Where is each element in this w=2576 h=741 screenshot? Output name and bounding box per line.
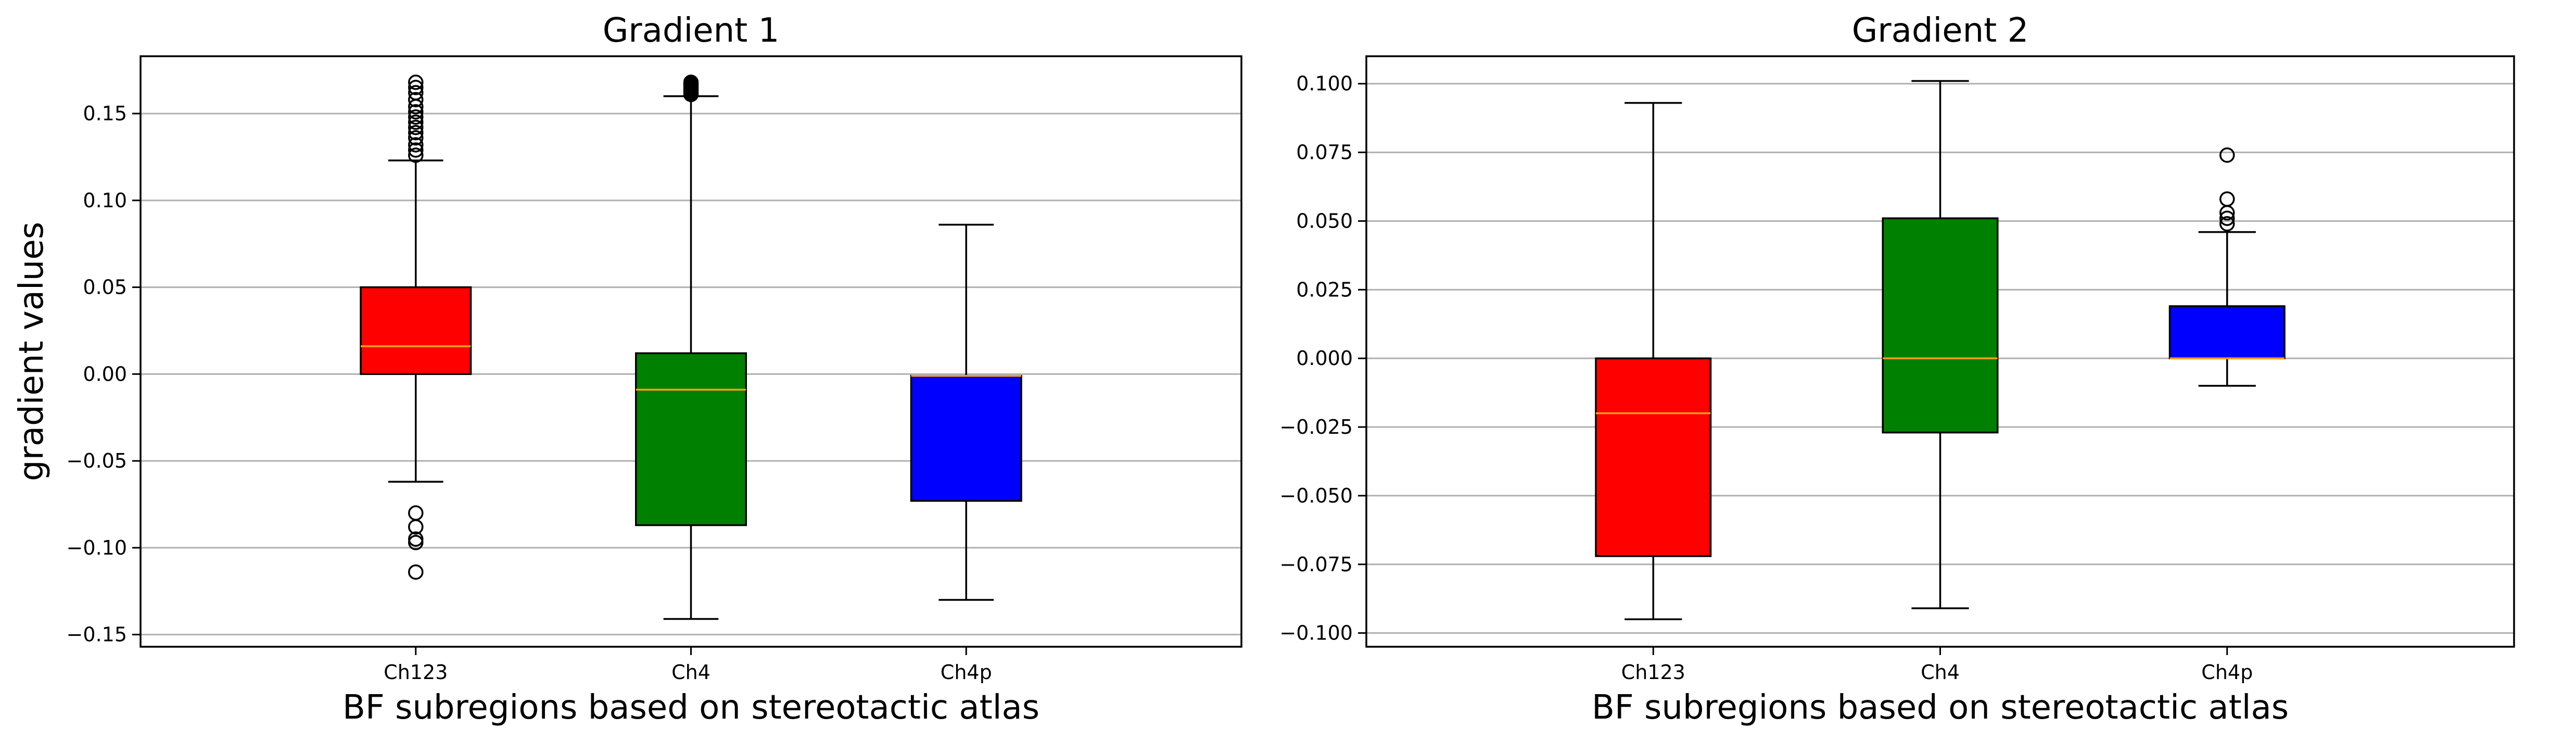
- outlier-point: [408, 80, 424, 95]
- outlier-point: [408, 109, 424, 125]
- outlier-point: [408, 114, 424, 130]
- x-axis-label: BF subregions based on stereotactic atla…: [1592, 688, 2289, 727]
- outlier-point: [408, 535, 424, 550]
- outlier-point: [2219, 191, 2235, 207]
- box-body: [635, 352, 747, 526]
- box-ch4p: [910, 223, 1022, 601]
- outlier-point: [408, 142, 424, 158]
- outlier-point: [408, 92, 424, 108]
- y-tick-label: −0.05: [67, 449, 127, 472]
- box-body: [1882, 217, 1999, 434]
- y-tick-label: 0.15: [83, 102, 127, 125]
- box-body: [2168, 305, 2286, 359]
- y-tick-label: 0.050: [1296, 209, 1353, 232]
- box-body: [910, 374, 1022, 502]
- x-tick-label: Ch123: [1621, 661, 1685, 684]
- y-tick-label: −0.025: [1279, 416, 1353, 438]
- outlier-point: [408, 130, 424, 146]
- y-tick-label: 0.075: [1296, 141, 1353, 164]
- y-axis-label: gradient values: [12, 222, 51, 481]
- box-ch123: [1595, 102, 1712, 621]
- outlier-point: [408, 505, 424, 521]
- gradient-2-panel: −0.100 −0.075 −0.050 −0.025 0.000 0.025 0.050 0…: [1279, 11, 2515, 727]
- x-tick-label: Ch123: [384, 661, 448, 684]
- y-tick-label: −0.050: [1279, 484, 1353, 507]
- axes-frame: [139, 55, 1242, 648]
- chart-title: Gradient 2: [1852, 11, 2029, 50]
- outlier-point: [408, 85, 424, 101]
- box-body: [1595, 357, 1712, 557]
- y-tick-label: 0.00: [83, 362, 127, 385]
- y-tick-label: −0.15: [67, 623, 127, 646]
- outlier-point: [408, 104, 424, 120]
- x-tick-label: Ch4p: [941, 661, 992, 684]
- outlier-point: [408, 564, 424, 580]
- y-tick-label: 0.000: [1296, 347, 1353, 370]
- axes-frame: [1365, 55, 2515, 648]
- x-tick-label: Ch4: [1921, 661, 1960, 684]
- x-axis-label: BF subregions based on stereotactic atla…: [342, 688, 1039, 727]
- x-tick-label: Ch4p: [2201, 661, 2253, 684]
- box-ch4: [635, 74, 747, 620]
- outlier-point: [408, 519, 424, 535]
- y-tick-label: −0.100: [1279, 622, 1353, 645]
- outlier-point: [408, 74, 424, 90]
- box-ch4p: [2168, 147, 2286, 387]
- outlier-point: [2219, 147, 2235, 163]
- y-tick-label: −0.10: [67, 536, 127, 559]
- y-tick-label: 0.025: [1296, 278, 1353, 301]
- gradient-1-panel: −0.15 −0.10 −0.05 0.00 0.05 0.10 0.15 Ch123 Ch4 C…: [12, 11, 1242, 727]
- outlier-point: [2219, 216, 2235, 232]
- box-ch123: [360, 74, 472, 580]
- y-tick-label: −0.075: [1279, 553, 1353, 576]
- box-ch4: [1882, 80, 1999, 609]
- outlier-point: [408, 137, 424, 153]
- outlier-point: [2219, 210, 2235, 226]
- outlier-point: [408, 147, 424, 163]
- outlier-point: [408, 125, 424, 141]
- outlier-point: [408, 119, 424, 135]
- outlier-point: [683, 74, 699, 90]
- chart-title: Gradient 1: [603, 11, 780, 50]
- box-body: [360, 286, 472, 375]
- y-tick-label: 0.05: [83, 276, 127, 299]
- x-tick-label: Ch4: [671, 661, 710, 684]
- y-tick-label: 0.100: [1296, 72, 1353, 95]
- y-tick-label: 0.10: [83, 189, 127, 212]
